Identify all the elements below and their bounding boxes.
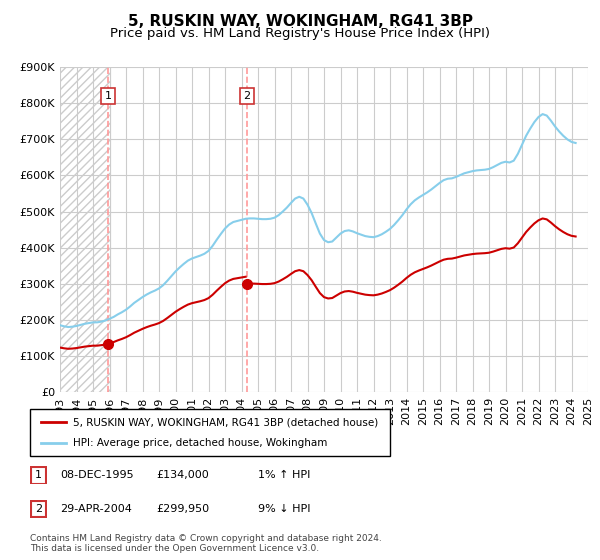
FancyBboxPatch shape (30, 409, 390, 456)
Text: 1: 1 (104, 91, 112, 101)
Text: Contains HM Land Registry data © Crown copyright and database right 2024.
This d: Contains HM Land Registry data © Crown c… (30, 534, 382, 553)
Text: 5, RUSKIN WAY, WOKINGHAM, RG41 3BP (detached house): 5, RUSKIN WAY, WOKINGHAM, RG41 3BP (deta… (73, 417, 379, 427)
FancyBboxPatch shape (31, 468, 46, 483)
Text: 9% ↓ HPI: 9% ↓ HPI (258, 504, 311, 514)
Text: £134,000: £134,000 (156, 470, 209, 480)
Text: £299,950: £299,950 (156, 504, 209, 514)
Text: 2: 2 (244, 91, 251, 101)
FancyBboxPatch shape (31, 501, 46, 517)
Text: 5, RUSKIN WAY, WOKINGHAM, RG41 3BP: 5, RUSKIN WAY, WOKINGHAM, RG41 3BP (128, 14, 473, 29)
Text: Price paid vs. HM Land Registry's House Price Index (HPI): Price paid vs. HM Land Registry's House … (110, 27, 490, 40)
Text: 1% ↑ HPI: 1% ↑ HPI (258, 470, 310, 480)
Text: 2: 2 (35, 504, 42, 514)
Text: HPI: Average price, detached house, Wokingham: HPI: Average price, detached house, Woki… (73, 438, 328, 448)
Text: 29-APR-2004: 29-APR-2004 (60, 504, 132, 514)
Text: 08-DEC-1995: 08-DEC-1995 (60, 470, 134, 480)
Bar (60, 67, 110, 392)
Text: 1: 1 (35, 470, 42, 480)
